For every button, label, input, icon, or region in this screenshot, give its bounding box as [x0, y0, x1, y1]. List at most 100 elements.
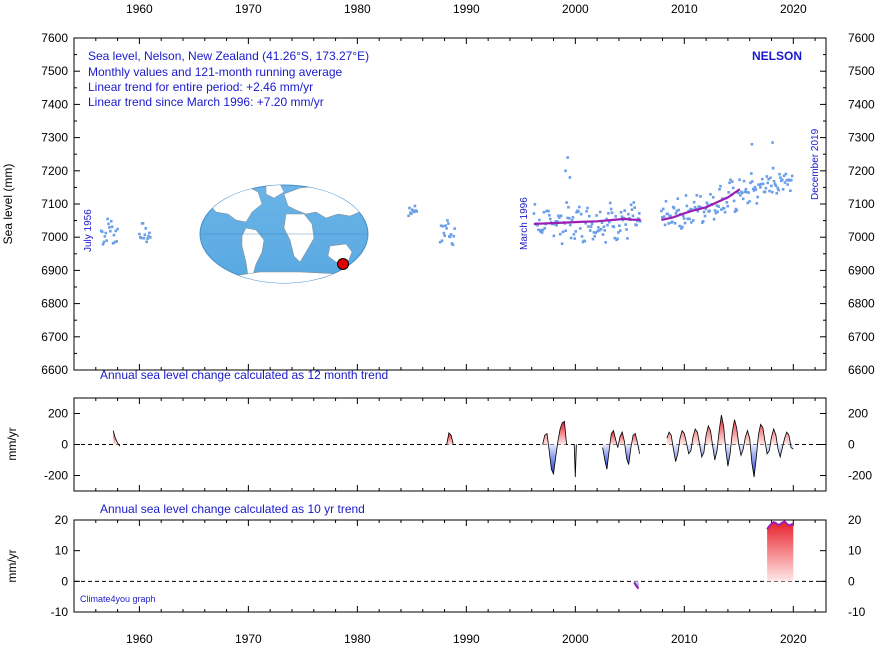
monthly-point — [111, 241, 115, 245]
area-outline — [573, 444, 577, 478]
area-outline — [633, 581, 640, 590]
monthly-point — [723, 210, 727, 214]
monthly-point — [143, 233, 147, 237]
monthly-point — [145, 240, 148, 244]
y-tick-label-right: 7100 — [848, 197, 875, 211]
x-tick-label-bottom: 1970 — [235, 632, 262, 646]
monthly-point — [102, 240, 106, 244]
monthly-point — [701, 220, 705, 223]
monthly-point — [590, 222, 594, 226]
monthly-point — [780, 178, 784, 181]
monthly-point — [612, 225, 616, 229]
monthly-point — [662, 215, 666, 218]
monthly-point — [775, 191, 779, 195]
monthly-point — [691, 208, 694, 211]
monthly-point — [556, 220, 559, 223]
monthly-point — [771, 141, 774, 144]
monthly-point — [574, 230, 577, 233]
y-tick-label-right: 7300 — [848, 131, 875, 145]
monthly-point — [553, 222, 557, 226]
x-tick-label-top: 1960 — [126, 2, 153, 16]
monthly-point — [413, 204, 417, 208]
panel-title-12m: Annual sea level change calculated as 12… — [100, 368, 388, 382]
panel-title-10y: Annual sea level change calculated as 10… — [100, 502, 365, 516]
monthly-point — [699, 195, 702, 198]
x-tick-label-bottom: 2000 — [562, 632, 589, 646]
monthly-point — [778, 172, 781, 176]
monthly-point — [629, 203, 633, 207]
monthly-point — [616, 237, 619, 241]
monthly-point — [693, 206, 697, 209]
monthly-points — [99, 141, 794, 247]
monthly-point — [139, 236, 143, 240]
y-tick-label-right: 6800 — [848, 297, 875, 311]
monthly-point — [585, 210, 588, 213]
monthly-point — [751, 187, 755, 191]
monthly-point — [108, 226, 111, 229]
monthly-point — [568, 217, 571, 220]
monthly-point — [764, 186, 768, 190]
monthly-point — [588, 214, 591, 218]
monthly-point — [564, 169, 567, 173]
monthly-point — [115, 240, 118, 243]
y-axis-title-10y: mm/yr — [5, 549, 19, 582]
monthly-point — [739, 194, 742, 197]
y-tick-label-right: 6900 — [848, 263, 875, 277]
monthly-point — [142, 236, 146, 240]
monthly-point — [712, 217, 716, 221]
monthly-point — [408, 206, 411, 210]
world-map-inset — [199, 184, 369, 284]
monthly-point — [561, 230, 565, 234]
monthly-point — [564, 229, 568, 232]
monthly-point — [554, 220, 558, 223]
monthly-point — [618, 229, 622, 233]
monthly-point — [543, 226, 547, 230]
station-location-marker — [337, 258, 349, 270]
monthly-point — [720, 208, 723, 211]
monthly-point — [606, 223, 609, 227]
monthly-point — [410, 212, 413, 216]
monthly-point — [638, 220, 642, 223]
monthly-point — [708, 209, 711, 213]
monthly-point — [566, 156, 570, 159]
monthly-point — [623, 209, 627, 212]
monthly-point — [598, 229, 601, 232]
monthly-point — [786, 183, 789, 186]
monthly-point — [720, 197, 724, 200]
monthly-point — [541, 228, 545, 232]
monthly-point — [584, 221, 587, 225]
y-tick-label-right: 7400 — [848, 97, 875, 111]
monthly-point — [547, 209, 550, 213]
annotation-end: December 2019 — [810, 128, 821, 200]
monthly-point — [722, 207, 726, 210]
y-tick-label-right: 10 — [848, 544, 862, 558]
monthly-point — [586, 206, 589, 210]
monthly-point — [717, 205, 720, 208]
y-tick-label-left: 0 — [61, 574, 68, 588]
area-positive — [542, 421, 567, 445]
monthly-point — [588, 229, 592, 232]
monthly-point — [567, 205, 570, 209]
y-axis-title-12m: mm/yr — [5, 427, 19, 460]
monthly-point — [666, 212, 670, 216]
monthly-point — [765, 175, 769, 178]
monthly-point — [781, 188, 785, 191]
monthly-point — [709, 193, 712, 196]
y-tick-label-right: -10 — [848, 605, 866, 619]
monthly-point — [705, 201, 709, 205]
monthly-point — [558, 216, 561, 219]
area-12m — [112, 415, 794, 478]
monthly-point — [536, 223, 539, 227]
monthly-point — [732, 199, 736, 203]
annotation-start: July 1956 — [83, 209, 94, 252]
monthly-point — [777, 188, 780, 192]
monthly-point — [613, 236, 617, 240]
monthly-point — [452, 234, 456, 238]
monthly-point — [774, 184, 778, 187]
monthly-point — [746, 201, 750, 205]
monthly-point — [702, 210, 706, 214]
monthly-point — [597, 226, 600, 229]
area-positive — [767, 521, 794, 582]
title-line-1: Sea level, Nelson, New Zealand (41.26°S,… — [88, 49, 369, 63]
monthly-point — [756, 195, 760, 199]
